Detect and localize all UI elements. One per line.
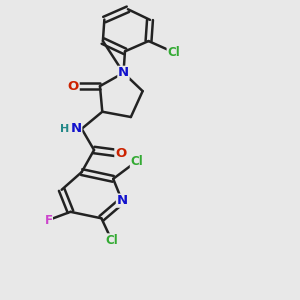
Text: H: H <box>60 124 69 134</box>
Text: N: N <box>118 66 129 80</box>
Text: Cl: Cl <box>167 46 180 59</box>
Text: Cl: Cl <box>105 234 118 247</box>
Text: Cl: Cl <box>130 155 143 168</box>
Text: F: F <box>44 214 52 226</box>
Text: N: N <box>116 194 128 207</box>
Text: O: O <box>115 147 126 160</box>
Text: O: O <box>68 80 79 93</box>
Text: N: N <box>70 122 82 135</box>
